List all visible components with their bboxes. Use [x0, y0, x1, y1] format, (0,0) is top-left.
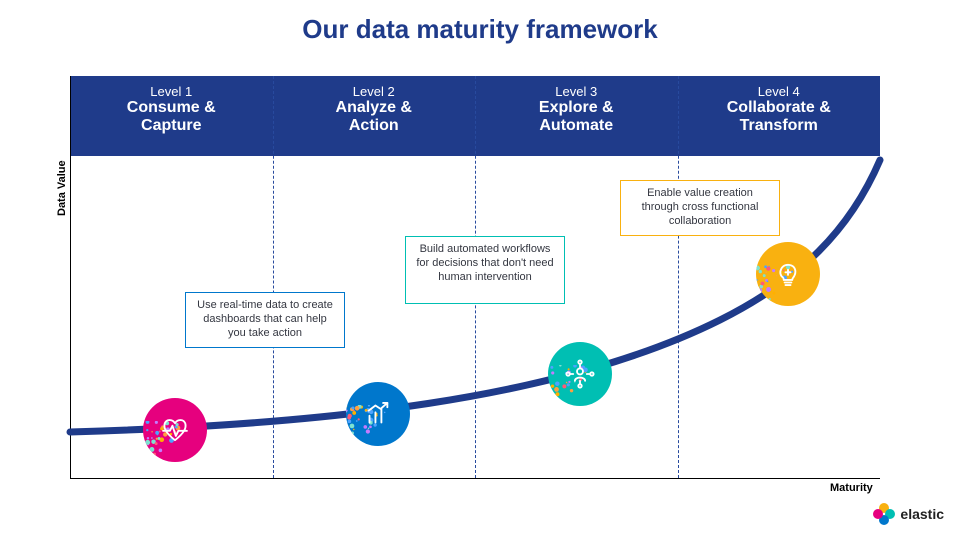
heart-pulse-icon — [158, 413, 192, 447]
figure: { "title": { "text": "Our data maturity … — [0, 0, 960, 540]
lightbulb-icon — [771, 257, 805, 291]
callout-level-3: Build automated workflows for decisions … — [405, 236, 565, 304]
people-network-icon — [563, 357, 597, 391]
growth-chart-icon — [361, 397, 395, 431]
elastic-logo: elastic — [872, 502, 944, 526]
node-analyze-action — [346, 382, 410, 446]
elastic-logo-text: elastic — [900, 506, 944, 522]
elastic-logo-icon — [872, 502, 896, 526]
callout-level-2: Use real-time data to create dashboards … — [185, 292, 345, 348]
node-explore-automate — [548, 342, 612, 406]
node-consume-capture — [143, 398, 207, 462]
node-collaborate-transform — [756, 242, 820, 306]
callout-level-4: Enable value creation through cross func… — [620, 180, 780, 236]
